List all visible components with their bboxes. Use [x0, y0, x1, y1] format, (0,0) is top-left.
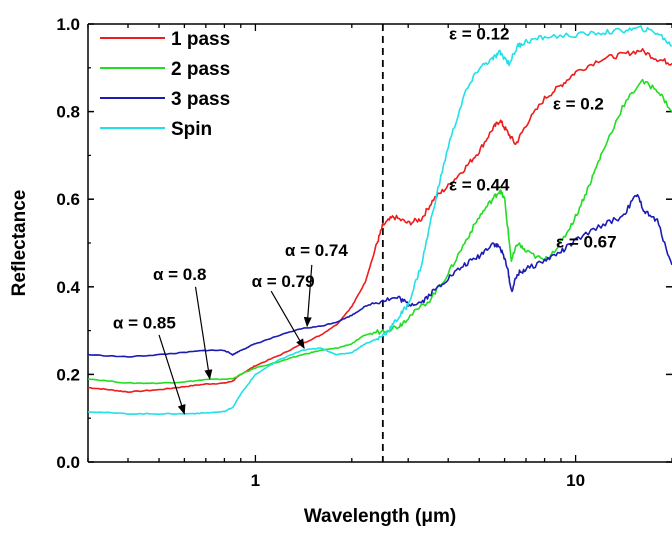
x-tick-label: 1	[251, 471, 260, 490]
annotation-label: ε = 0.12	[449, 24, 510, 43]
annotation-label: α = 0.79	[252, 272, 315, 291]
y-tick-label: 0.4	[56, 278, 80, 297]
legend-label: Spin	[171, 119, 212, 140]
series-line-1-pass	[88, 48, 672, 393]
y-tick-label: 0.0	[56, 453, 80, 472]
series-line-spin	[88, 25, 672, 415]
annotation-label: ε = 0.44	[449, 175, 510, 194]
y-tick-label: 0.2	[56, 365, 80, 384]
annotation-label: α = 0.74	[285, 241, 348, 260]
legend: 1 pass 2 pass 3 pass Spin	[100, 29, 230, 140]
y-axis-title: Reflectance	[9, 190, 30, 297]
x-tick-label: 10	[566, 471, 585, 490]
series-line-3-pass	[88, 193, 672, 358]
annotation-label: α = 0.8	[153, 265, 206, 284]
annotation-arrow	[194, 286, 213, 380]
annotation-label: α = 0.85	[113, 313, 176, 332]
annotations: α = 0.85 α = 0.8 α = 0.79 α = 0.74 ε = 0.12 ε…	[113, 24, 617, 415]
legend-label: 1 pass	[171, 29, 230, 50]
annotation-arrow	[158, 334, 186, 415]
annotation-label: ε = 0.67	[556, 232, 617, 251]
legend-label: 2 pass	[171, 59, 230, 80]
axes: 0.0 0.2 0.4 0.6 0.8 1.0 1 10	[56, 15, 672, 490]
annotation-arrow	[303, 264, 313, 328]
y-tick-label: 0.6	[56, 190, 80, 209]
annotation-label: ε = 0.2	[553, 94, 604, 113]
x-axis-title: Wavelength (μm)	[304, 506, 456, 527]
y-tick-label: 0.8	[56, 103, 80, 122]
legend-label: 3 pass	[171, 89, 230, 110]
series-layer	[88, 25, 672, 415]
y-tick-label: 1.0	[56, 15, 80, 34]
series-line-2-pass	[88, 78, 672, 385]
annotation-arrow	[270, 290, 305, 349]
